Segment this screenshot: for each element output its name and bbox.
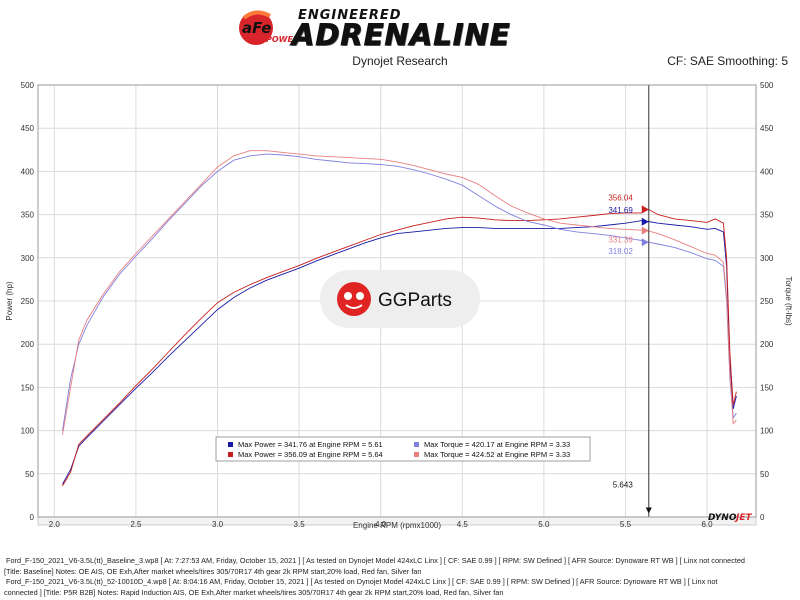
cursor-rpm-arrow (645, 507, 652, 514)
legend-swatch (414, 452, 419, 457)
cursor-value-marker (641, 217, 649, 226)
cursor-value-label: 356.04 (608, 193, 633, 202)
legend-swatch (228, 442, 233, 447)
x-tick-label: 3.5 (294, 520, 306, 529)
run2-line2: connected ] [Title: P5R B2B] Notes: Rapi… (4, 587, 504, 597)
logo-subtext: POWER (266, 35, 296, 44)
series-line-1 (62, 220, 737, 485)
y-tick-label-left: 400 (21, 167, 35, 176)
x-tick-label: 4.0 (375, 520, 387, 529)
legend-entry: Max Torque = 424.52 at Engine RPM = 3.33 (424, 450, 570, 459)
y-tick-label-right: 50 (760, 470, 769, 479)
x-tick-label: 5.0 (538, 520, 550, 529)
cursor-value-label: 318.02 (608, 247, 633, 256)
plot-border (37, 84, 757, 518)
y-tick-label-right: 150 (760, 383, 774, 392)
y-tick-label-right: 350 (760, 211, 774, 220)
y-tick-label-left: 0 (30, 513, 35, 522)
correction-settings: CF: SAE Smoothing: 5 (667, 54, 788, 68)
y-tick-label-right: 400 (760, 167, 774, 176)
cursor-rpm-label: 5.643 (613, 480, 634, 489)
legend-entry: Max Power = 356.09 at Engine RPM = 5.64 (238, 450, 383, 459)
y-tick-label-right: 200 (760, 340, 774, 349)
afe-power-logo: aFe POWER (239, 10, 296, 45)
y-tick-label-left: 50 (25, 470, 34, 479)
cursor-value-marker (641, 226, 649, 235)
svg-text:DYNO: DYNO (708, 513, 737, 523)
legend-box (215, 436, 591, 462)
y-tick-label-left: 350 (21, 211, 35, 220)
ggparts-watermark: GGParts (320, 270, 480, 328)
run2-line1: Ford_F-150_2021_V6-3.5L(tt)_52-10010D_4.… (6, 577, 718, 587)
x-tick-label: 6.0 (701, 520, 713, 529)
legend-entry: Max Power = 341.76 at Engine RPM = 5.61 (238, 440, 383, 449)
svg-text:JET: JET (734, 513, 752, 523)
run1-line2: [Title: Baseline] Notes: OE AIS, OE Exh,… (4, 566, 422, 576)
report-title: Dynojet Research (352, 54, 448, 68)
logo-text: aFe (242, 19, 271, 37)
y-tick-label-left: 450 (21, 124, 35, 133)
dyno-chart: GGParts 5.643 356.04 341.69 331.39 318.02 0 0… (0, 70, 800, 530)
x-tick-label: 5.5 (620, 520, 632, 529)
watermark-text: GGParts (378, 290, 452, 311)
y-tick-label-right: 500 (760, 81, 774, 90)
run2-info-line: Ford_F-150_2021_V6-3.5L(tt)_52-10010D_4.… (4, 577, 794, 588)
x-tick-label: 3.0 (212, 520, 224, 529)
dynojet-logo: DYNO JET (708, 513, 752, 523)
y-tick-label-right: 300 (760, 254, 774, 263)
y-axis-label-right: Torque (ft-lbs) (784, 276, 793, 326)
brand-header: aFe POWER ENGINEERED ADRENALINE (236, 6, 566, 53)
brand-tagline-large: ADRENALINE (292, 18, 511, 53)
x-tick-label: 4.5 (457, 520, 469, 529)
x-axis-label: Engine RPM (rpmx1000) (353, 521, 441, 530)
cursor-value-label: 331.39 (608, 236, 633, 245)
series-line-4 (62, 150, 737, 435)
series-line-2 (62, 208, 737, 487)
chart-legend: Max Power = 341.76 at Engine RPM = 5.61 M… (215, 436, 591, 462)
run1-line1: Ford_F-150_2021_V6-3.5L(tt)_Baseline_3.w… (6, 556, 745, 565)
cursor-value-marker (641, 238, 649, 247)
y-tick-label-left: 250 (21, 297, 35, 306)
y-tick-label-right: 450 (760, 124, 774, 133)
y-tick-label-left: 150 (21, 383, 35, 392)
run1-info-line: Ford_F-150_2021_V6-3.5L(tt)_Baseline_3.w… (4, 556, 794, 567)
run-notes: Ford_F-150_2021_V6-3.5L(tt)_Baseline_3.w… (4, 556, 794, 598)
y-tick-label-right: 100 (760, 427, 774, 436)
legend-swatch (228, 452, 233, 457)
x-tick-label: 2.5 (130, 520, 142, 529)
legend-swatch (414, 442, 419, 447)
y-tick-label-left: 300 (21, 254, 35, 263)
brand-tagline-small: ENGINEERED (298, 8, 402, 23)
y-tick-label-left: 100 (21, 427, 35, 436)
y-axis-label-left: Power (hp) (5, 281, 14, 320)
x-tick-label: 2.0 (49, 520, 61, 529)
y-tick-label-left: 200 (21, 340, 35, 349)
legend-entry: Max Torque = 420.17 at Engine RPM = 3.33 (424, 440, 570, 449)
y-tick-label-right: 250 (760, 297, 774, 306)
cursor-value-label: 341.69 (608, 206, 633, 215)
y-tick-label-right: 0 (760, 513, 765, 522)
y-tick-label-left: 500 (21, 81, 35, 90)
ggparts-mascot-icon (337, 282, 371, 316)
series-line-3 (62, 153, 737, 431)
cursor-value-marker (641, 205, 649, 214)
